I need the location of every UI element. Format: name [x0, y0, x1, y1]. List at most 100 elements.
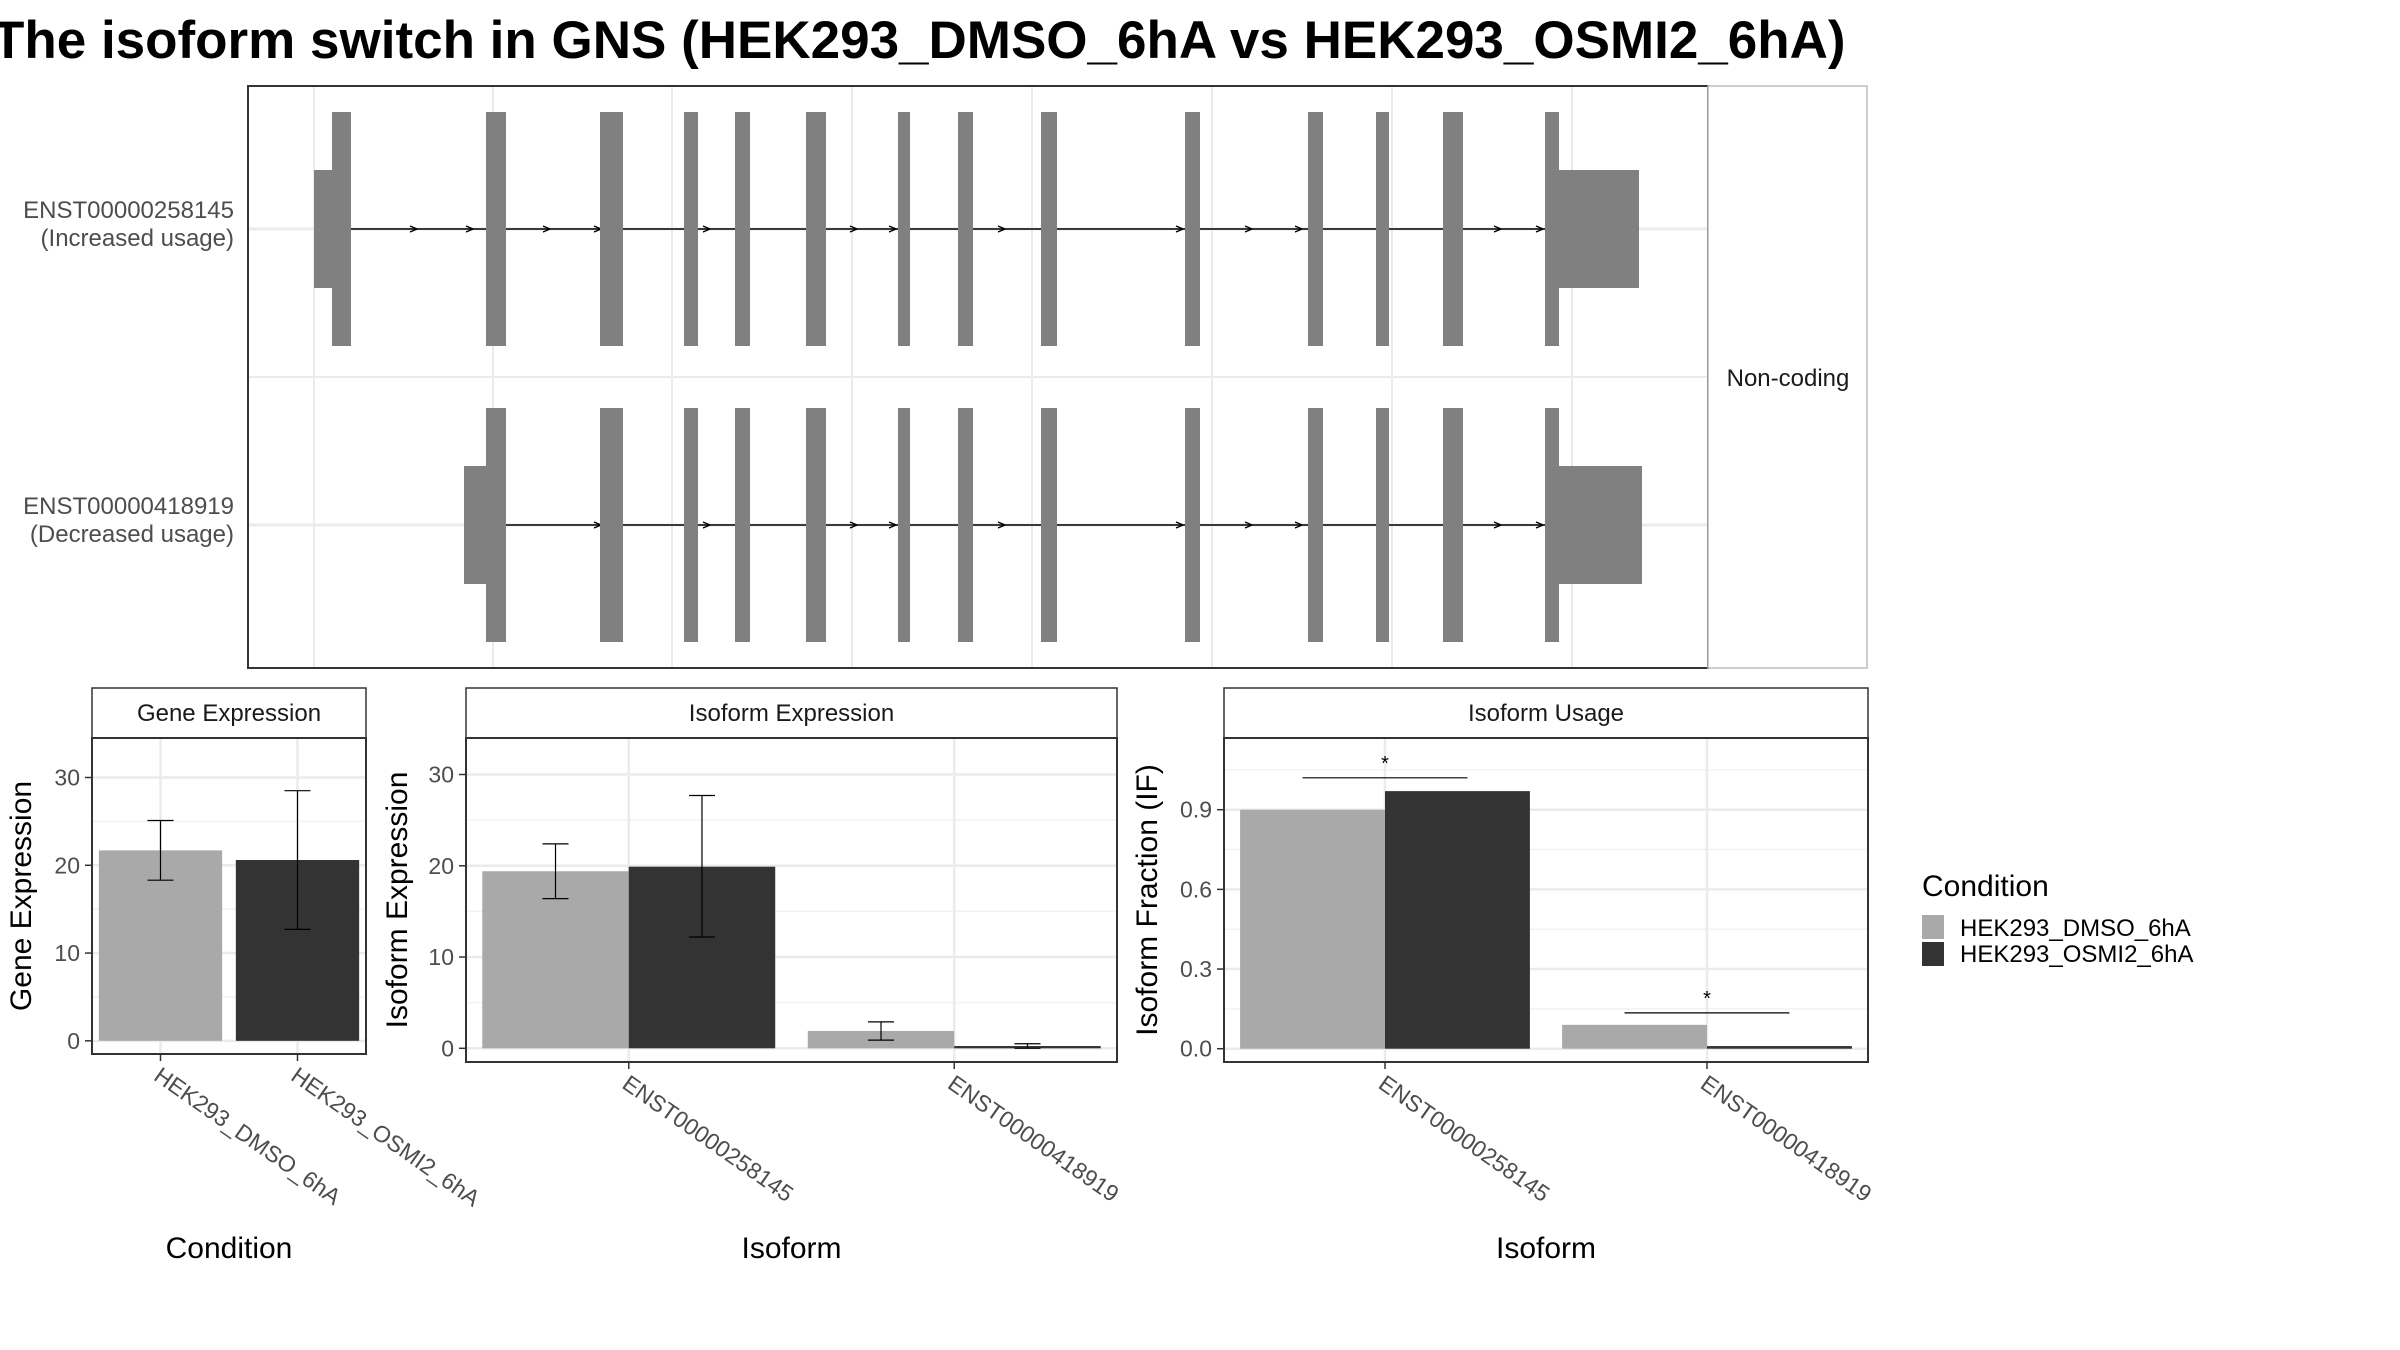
y-tick-label: 0.9	[1180, 797, 1212, 823]
strand-arrow-1	[702, 225, 712, 233]
exon-1	[600, 112, 623, 346]
exon-1	[806, 112, 826, 346]
exon-2	[684, 408, 698, 642]
facet-strip-label: Gene Expression	[137, 700, 321, 727]
bar	[1562, 1024, 1707, 1049]
gene-structure-panel: Non-coding ENST00000258145(Increased usag…	[23, 85, 1868, 669]
exon-2	[600, 408, 623, 642]
exon-1	[1443, 112, 1463, 346]
y-axis-title: Isoform Fraction (IF)	[1131, 764, 1164, 1036]
legend-title: Condition	[1922, 870, 2049, 903]
x-tick-label: ENST00000418919	[943, 1070, 1123, 1207]
exon-2	[1443, 408, 1463, 642]
facet-strip	[465, 687, 1118, 739]
strand-arrow-1	[465, 225, 475, 233]
facet-strip-label: Isoform Expression	[689, 700, 894, 727]
exon-1	[958, 112, 973, 346]
isoform-expression-panel: Isoform Expression 0 10 20 30 ENST00000258145…	[381, 687, 1124, 1265]
facet-strip-noncoding	[1707, 85, 1868, 669]
strand-arrow-2	[702, 521, 712, 529]
significance-marker: *	[1381, 753, 1389, 775]
plot-border	[465, 737, 1118, 1063]
bar	[1385, 791, 1530, 1049]
y-tick-label: 0	[67, 1028, 80, 1054]
y-tick-label: 20	[428, 853, 454, 879]
y-tick-label: 20	[54, 852, 80, 878]
legend-swatch-dmso	[1922, 915, 1944, 939]
strand-arrow-1	[1294, 225, 1304, 233]
strand-arrow-1	[1493, 225, 1503, 233]
y-tick-label: 10	[428, 944, 454, 970]
x-tick-label: ENST00000418919	[1696, 1070, 1876, 1207]
strand-arrow-1	[1535, 225, 1545, 233]
utr-3-2	[1545, 466, 1642, 584]
strand-arrow-2	[997, 521, 1007, 529]
exon-1	[1308, 112, 1323, 346]
plot-border	[91, 737, 367, 1055]
strand-arrow-2	[888, 521, 898, 529]
figure-title: The isoform switch in GNS (HEK293_DMSO_6…	[0, 11, 1846, 70]
utr-3-1	[1545, 170, 1639, 288]
exon-1	[1376, 112, 1389, 346]
y-tick-label: 0.6	[1180, 876, 1212, 902]
y-tick-label: 0	[441, 1035, 454, 1061]
y-tick-label: 30	[54, 765, 80, 791]
strand-arrow-2	[849, 521, 859, 529]
exon-2	[1376, 408, 1389, 642]
transcript-label-usage: (Decreased usage)	[30, 521, 234, 548]
y-axis-title: Gene Expression	[5, 781, 38, 1011]
transcript-label-usage: (Increased usage)	[41, 225, 234, 252]
legend-item-osmi2: HEK293_OSMI2_6hA	[1960, 941, 2193, 968]
x-axis-title: Condition	[166, 1232, 293, 1265]
significance-marker: *	[1703, 988, 1711, 1010]
y-axis-title: Isoform Expression	[381, 772, 414, 1029]
strand-arrow-1	[888, 225, 898, 233]
legend-swatch-osmi2	[1922, 942, 1944, 966]
transcript-label-id: ENST00000258145	[23, 197, 234, 224]
strand-arrow-2	[1175, 521, 1185, 529]
bar	[98, 850, 223, 1041]
strand-arrow-1	[997, 225, 1007, 233]
exon-2	[806, 408, 826, 642]
bar	[1707, 1046, 1852, 1049]
x-tick-label: ENST00000258145	[1374, 1070, 1554, 1207]
legend-item-dmso: HEK293_DMSO_6hA	[1960, 915, 2191, 942]
exon-1	[735, 112, 750, 346]
exon-2	[486, 408, 506, 642]
x-axis-title: Isoform	[1496, 1232, 1596, 1265]
bar	[1240, 809, 1385, 1049]
y-tick-label: 10	[54, 940, 80, 966]
strand-arrow-1	[1244, 225, 1254, 233]
exon-2	[1041, 408, 1057, 642]
strand-arrow-1	[409, 225, 419, 233]
strand-arrow-1	[849, 225, 859, 233]
y-tick-label: 0.0	[1180, 1036, 1212, 1062]
facet-strip	[91, 687, 367, 739]
exon-2	[735, 408, 750, 642]
plot-border	[1223, 737, 1869, 1063]
x-tick-label: ENST00000258145	[618, 1070, 798, 1207]
exon-1	[1185, 112, 1200, 346]
exon-1	[486, 112, 506, 346]
isoform-usage-panel: Isoform Usage 0.0 0.3 0.6 0.9 * * ENST000002581…	[1131, 687, 1877, 1265]
strand-arrow-2	[1493, 521, 1503, 529]
exon-2	[898, 408, 910, 642]
bar	[482, 871, 629, 1049]
exon-2	[958, 408, 973, 642]
exon-1	[1041, 112, 1057, 346]
x-axis-title: Isoform	[741, 1232, 841, 1265]
strand-arrow-1	[542, 225, 552, 233]
exon-1	[332, 112, 351, 346]
y-tick-label: 30	[428, 762, 454, 788]
utr-5-1	[314, 170, 332, 288]
transcript-label-id: ENST00000418919	[23, 493, 234, 520]
facet-label-noncoding: Non-coding	[1727, 365, 1850, 392]
facet-strip-label: Isoform Usage	[1468, 700, 1624, 727]
exon-1	[898, 112, 910, 346]
y-tick-label: 0.3	[1180, 956, 1212, 982]
condition-legend: Condition HEK293_DMSO_6hA HEK293_OSMI2_6…	[1922, 870, 2193, 968]
strand-arrow-1	[1175, 225, 1185, 233]
exon-2	[1308, 408, 1323, 642]
strand-arrow-2	[1535, 521, 1545, 529]
